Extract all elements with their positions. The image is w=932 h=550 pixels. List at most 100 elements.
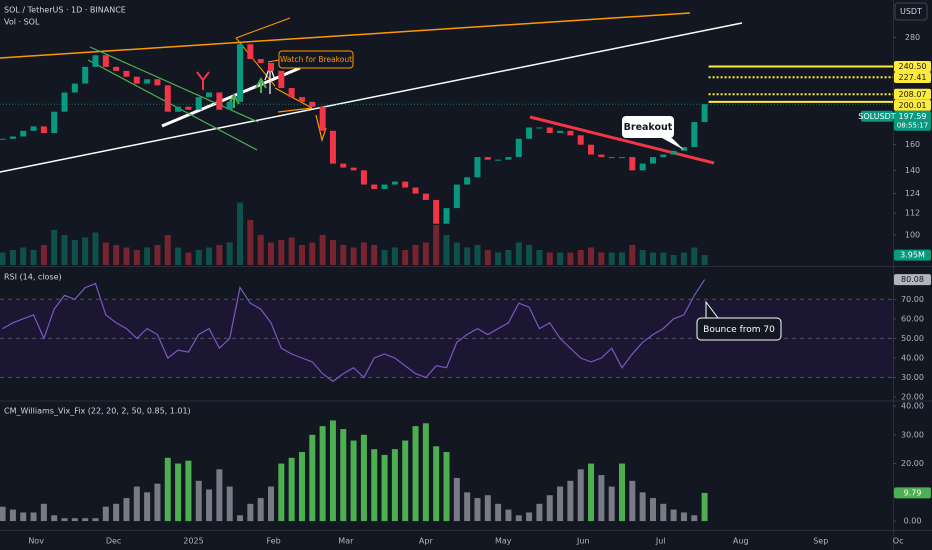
- volume-bar: [82, 237, 89, 265]
- candle-body: [340, 163, 347, 168]
- candle-body: [691, 122, 698, 148]
- trend-line: [161, 66, 301, 128]
- buy-arrow: [255, 76, 267, 93]
- vix-bar: [40, 503, 47, 522]
- vix-bar: [9, 509, 16, 522]
- vix-bar: [164, 457, 171, 522]
- rsi-line: [2, 279, 706, 383]
- callout-pointer: [267, 59, 280, 63]
- candle-body: [206, 92, 213, 98]
- vix-bar: [546, 495, 553, 522]
- channel-line: [87, 59, 258, 151]
- candle-body: [288, 87, 295, 98]
- candle-body: [577, 135, 584, 145]
- candle-body: [30, 126, 37, 131]
- candle-body: [71, 83, 78, 93]
- candle-body: [350, 167, 357, 171]
- rsi-value-label-box: [894, 274, 931, 286]
- volume-bar: [660, 252, 667, 265]
- volume-bar: [526, 245, 533, 265]
- y-tick-label: 140: [905, 166, 920, 175]
- y-tick-label: 40.00: [901, 402, 924, 411]
- x-tick-label: Mar: [338, 537, 354, 546]
- volume-bar: [536, 250, 543, 265]
- volume-bar: [0, 252, 6, 265]
- vix-bar: [474, 498, 481, 522]
- vix-bar: [257, 498, 264, 522]
- candle-body: [360, 170, 367, 185]
- callout-box: [696, 317, 782, 341]
- candle-body: [629, 157, 636, 171]
- vix-bar: [288, 457, 295, 522]
- currency-label[interactable]: USDT: [900, 7, 922, 16]
- vix-value-label: 9.79: [904, 488, 922, 497]
- vix-bar: [267, 486, 274, 522]
- vix-bar: [433, 446, 440, 522]
- volume-bar: [505, 250, 512, 265]
- vix-bar: [144, 492, 151, 522]
- y-tick-label: 50.00: [901, 334, 924, 343]
- vix-bar: [660, 503, 667, 522]
- volume-bar: [680, 252, 687, 265]
- vix-bar: [133, 486, 140, 522]
- candle-body: [51, 111, 58, 134]
- y-tick-label: 100: [905, 230, 920, 239]
- vix-bar: [20, 512, 27, 522]
- candle-body: [164, 85, 171, 112]
- wedge-line: [277, 107, 313, 113]
- callout-text: Bounce from 70: [703, 325, 775, 335]
- vix-bar: [102, 506, 109, 522]
- vix-bar: [691, 515, 698, 522]
- volume-bar: [670, 255, 677, 265]
- volume-bar: [154, 245, 161, 265]
- volume-bar: [40, 245, 47, 265]
- sell-arrow: [196, 71, 210, 90]
- volume-bar: [309, 242, 316, 265]
- y-tick-label: 60.00: [901, 314, 924, 323]
- vix-bar: [247, 503, 254, 522]
- candle-body: [40, 126, 47, 134]
- candle-body: [92, 55, 99, 67]
- rsi-value-label: 80.08: [901, 275, 924, 284]
- vix-bar: [505, 509, 512, 522]
- volume-bar: [30, 250, 37, 265]
- symbol-label-box: [861, 110, 893, 122]
- vix-bar: [639, 492, 646, 522]
- volume-bar: [340, 245, 347, 265]
- volume-bar: [102, 242, 109, 265]
- candle-body: [412, 187, 419, 194]
- volume-bar: [402, 250, 409, 265]
- y-tick-label: 112: [905, 209, 920, 218]
- currency-button[interactable]: [894, 2, 928, 21]
- volume-bar: [71, 240, 78, 265]
- trend-line: [0, 12, 691, 59]
- vix-bar: [649, 498, 656, 522]
- level-label-box: [894, 60, 931, 72]
- candle-body: [226, 101, 233, 110]
- vix-bar: [402, 440, 409, 522]
- vix-bar: [350, 440, 357, 522]
- volume-title: Vol · SOL: [4, 18, 40, 27]
- volume-bar: [598, 252, 605, 265]
- level-label-box: [894, 88, 931, 100]
- candle-body: [619, 157, 626, 159]
- annotations: Watch for Breakout Breakout Bounce from …: [267, 50, 782, 341]
- candle-body: [216, 92, 223, 110]
- y-tick-label: 30.00: [901, 430, 924, 439]
- volume-bar: [144, 247, 151, 265]
- volume-bar: [20, 247, 27, 265]
- x-tick-label: 2025: [183, 537, 203, 546]
- vix-bar: [619, 463, 626, 522]
- level-label-box: [894, 99, 931, 111]
- candle-body: [484, 157, 491, 160]
- volume-label: 3.95M: [900, 251, 925, 260]
- volume-bar: [484, 250, 491, 265]
- volume-bar: [195, 250, 202, 265]
- vix-bar: [629, 480, 636, 522]
- candle-body: [536, 127, 543, 129]
- x-tick-label: May: [495, 537, 512, 546]
- candle-body: [381, 184, 388, 190]
- price-label-box: [894, 110, 931, 131]
- vix-bar: [0, 506, 6, 522]
- candle-body: [567, 130, 574, 136]
